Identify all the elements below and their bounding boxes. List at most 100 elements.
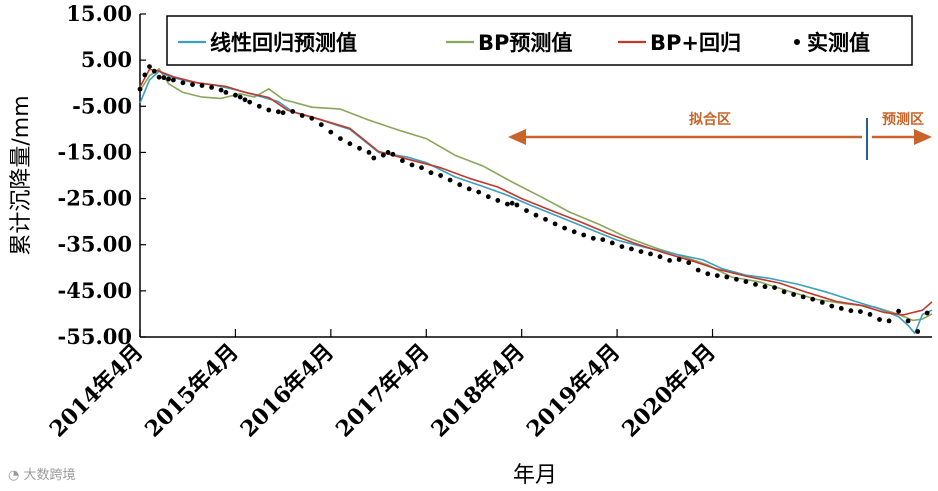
measured-point	[509, 200, 515, 206]
x-tick-label: 2016年4月	[235, 339, 339, 443]
x-axis-ticks: 2014年4月2015年4月2016年4月2017年4月2018年4月2019年…	[45, 329, 721, 442]
legend-entry: 实测值	[807, 31, 870, 55]
measured-point	[543, 216, 548, 222]
fit-region-label: 拟合区	[689, 111, 731, 128]
series-layer	[137, 64, 933, 335]
measured-point	[495, 198, 501, 203]
y-tick-label: 15.00	[66, 1, 132, 26]
measured-point	[180, 80, 186, 86]
measured-point	[476, 189, 482, 195]
measured-point	[724, 274, 730, 280]
measured-point	[290, 109, 296, 114]
measured-point	[485, 194, 491, 200]
measured-point	[705, 271, 711, 277]
measured-point	[276, 109, 281, 115]
measured-point	[171, 77, 176, 83]
measured-point	[466, 186, 472, 192]
fit-region-arrowhead	[508, 129, 526, 145]
measured-point	[438, 173, 443, 178]
measured-point	[600, 237, 606, 243]
measured-point	[137, 86, 143, 92]
measured-point	[256, 103, 262, 109]
measured-point	[428, 170, 434, 176]
x-axis-title: 年月	[513, 463, 557, 488]
measured-point	[581, 232, 587, 238]
measured-point	[667, 258, 672, 263]
y-tick-label: -35.00	[58, 232, 132, 257]
measured-point	[166, 76, 172, 82]
measured-point	[905, 318, 911, 324]
measured-point	[676, 257, 682, 262]
measured-point	[562, 225, 567, 231]
measured-point	[896, 308, 901, 314]
measured-point	[233, 92, 238, 98]
measured-point	[524, 208, 529, 214]
measured-point	[533, 212, 539, 218]
measured-point	[147, 64, 152, 69]
measured-point	[762, 284, 768, 290]
legend-box	[166, 15, 913, 66]
measured-point	[781, 289, 787, 295]
measured-point	[629, 246, 634, 252]
measured-point	[648, 251, 653, 257]
measured-point	[209, 85, 215, 90]
measured-point	[223, 90, 229, 95]
region-annotations: 拟合区 预测区	[508, 111, 932, 160]
measured-point	[385, 150, 391, 155]
measured-point	[571, 229, 577, 235]
measured-point	[190, 82, 195, 87]
measured-point	[299, 113, 305, 118]
legend-entry: 线性回归预测值	[210, 31, 357, 55]
predict-region-arrowhead	[914, 129, 932, 145]
measured-point	[734, 276, 739, 282]
measured-point	[357, 145, 362, 151]
measured-point	[638, 249, 644, 255]
measured-point	[218, 87, 224, 93]
legend: 线性回归预测值 BP预测值 BP+回归 实测值	[166, 15, 913, 66]
y-tick-label: -45.00	[58, 278, 132, 303]
measured-point	[199, 83, 205, 88]
measured-point	[867, 312, 873, 317]
measured-point	[552, 221, 558, 227]
measured-point	[457, 182, 463, 188]
measured-point	[161, 75, 167, 81]
measured-point	[156, 74, 162, 80]
measured-point	[915, 329, 921, 334]
watermark-logo-icon: ◔	[8, 468, 24, 483]
measured-point	[390, 151, 396, 157]
measured-point	[619, 244, 625, 250]
measured-point	[714, 273, 720, 278]
measured-point	[838, 306, 844, 311]
x-tick-label: 2017年4月	[331, 339, 435, 443]
measured-point	[242, 97, 248, 103]
measured-point	[609, 240, 615, 246]
measured-point	[819, 300, 825, 305]
y-tick-label: -55.00	[58, 324, 132, 349]
measured-point	[447, 177, 453, 183]
measured-point	[743, 279, 749, 284]
predict-region-label: 预测区	[882, 111, 924, 128]
measured-point	[848, 308, 854, 314]
measured-point	[829, 303, 835, 309]
legend-entry: BP+回归	[650, 31, 741, 55]
measured-point	[753, 282, 758, 287]
x-tick-label: 2019年4月	[522, 339, 626, 443]
measured-point	[280, 110, 286, 116]
measured-point	[328, 129, 334, 135]
plot-area	[139, 14, 932, 338]
measured-point	[419, 165, 424, 171]
y-axis-ticks: 15.00 5.00 -5.00 -15.00 -25.00 -35.00 -45.00 -5…	[58, 1, 146, 349]
measured-point	[237, 94, 243, 100]
measured-point	[924, 310, 930, 316]
watermark: ◔ 大数跨境	[8, 464, 76, 483]
measured-point	[247, 99, 253, 105]
measured-point	[371, 155, 377, 161]
measured-point	[858, 309, 863, 314]
x-tick-label: 2020年4月	[617, 339, 721, 443]
measured-point	[772, 285, 777, 290]
measured-point	[886, 318, 892, 324]
series-line-2	[139, 68, 933, 316]
measured-point	[657, 254, 663, 260]
x-tick-label: 2014年4月	[45, 339, 149, 443]
measured-point	[366, 150, 372, 155]
